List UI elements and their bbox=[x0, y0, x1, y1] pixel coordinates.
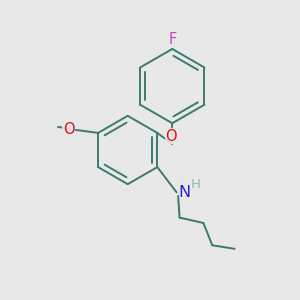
Text: N: N bbox=[178, 185, 190, 200]
Text: O: O bbox=[63, 122, 74, 137]
Text: O: O bbox=[166, 129, 177, 144]
Text: H: H bbox=[191, 178, 201, 190]
Text: F: F bbox=[168, 32, 176, 47]
